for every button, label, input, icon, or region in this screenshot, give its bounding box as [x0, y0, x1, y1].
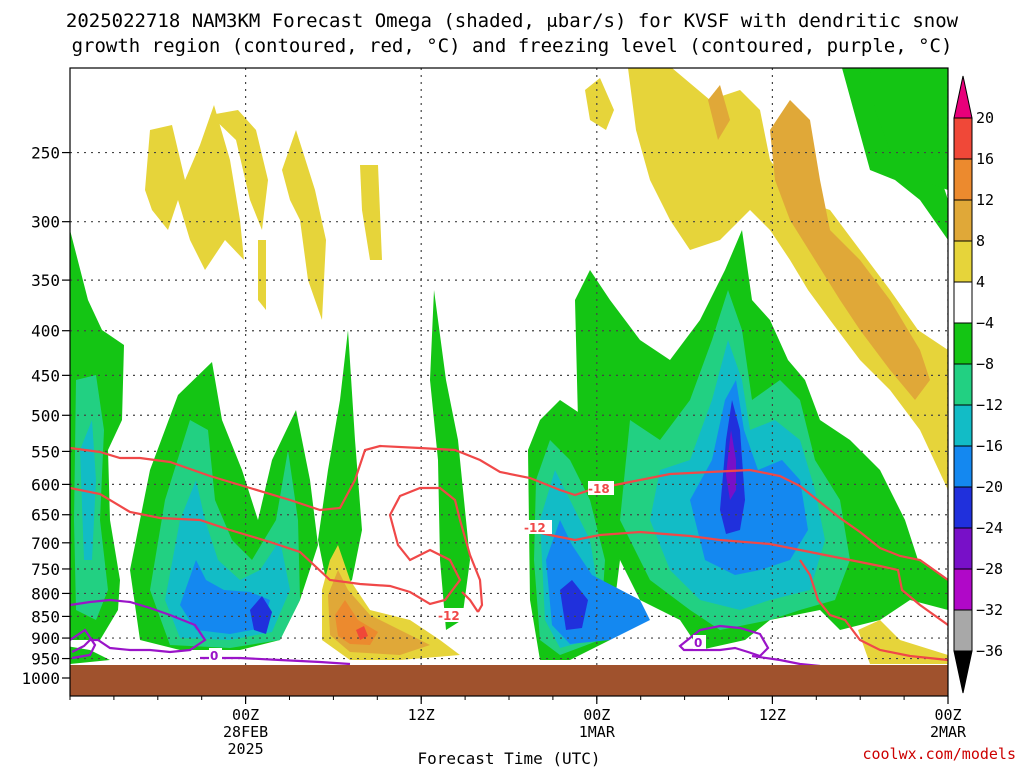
contour-label-5: 0 [694, 636, 702, 650]
y-tick-label: 750 [31, 560, 60, 579]
y-tick-label: 250 [31, 144, 60, 163]
y-tick-label: 850 [31, 607, 60, 626]
colorbar-label: −16 [976, 437, 1003, 455]
colorbar-segment [953, 445, 973, 488]
x-tick-label: 12Z [759, 706, 786, 724]
contour-label-4: 0 [210, 649, 218, 663]
colorbar-segment [953, 240, 973, 283]
colorbar-segment [953, 404, 973, 447]
y-tick-label: 550 [31, 442, 60, 461]
chart-title-line-1: 2025022718 NAM3KM Forecast Omega (shaded… [66, 10, 959, 32]
x-axis-title: Forecast Time (UTC) [417, 749, 600, 768]
x-tick-label: 12Z [408, 706, 435, 724]
colorbar-label: −28 [976, 560, 1003, 578]
y-tick-label: 450 [31, 366, 60, 385]
colorbar-label: 8 [976, 232, 985, 250]
x-tick-label: 00Z [232, 706, 259, 724]
colorbar-label: 4 [976, 273, 985, 291]
colorbar-label: −4 [976, 314, 994, 332]
colorbar-segment [953, 199, 973, 242]
freezing-contours [70, 598, 821, 668]
colorbar-top-arrow [953, 75, 973, 119]
x-tick-label: 1MAR [579, 723, 616, 741]
credit-text: coolwx.com/models [862, 745, 1016, 763]
grid [70, 68, 948, 679]
colorbar-label: 16 [976, 150, 994, 168]
x-tick-label: 28FEB [223, 723, 268, 741]
colorbar-label: 12 [976, 191, 994, 209]
colorbar-segment [953, 322, 973, 365]
contour-label-3: -12 [438, 609, 460, 623]
contour-label-2: -12 [524, 521, 546, 535]
colorbar-label: −20 [976, 478, 1003, 496]
y-axis: 250 300 350 400 450 500 550 600 650 700 750 800 850 9… [21, 144, 70, 688]
y-tick-label: 800 [31, 584, 60, 603]
x-tick-label: 2025 [228, 740, 264, 758]
y-tick-label: 400 [31, 322, 60, 341]
y-tick-label: 1000 [21, 669, 60, 688]
colorbar-bottom-arrow [953, 650, 973, 694]
y-tick-label: 500 [31, 406, 60, 425]
colorbar-label: −36 [976, 642, 1003, 660]
y-tick-label: 300 [31, 213, 60, 232]
x-tick-label: 00Z [583, 706, 610, 724]
y-tick-label: 350 [31, 271, 60, 290]
colorbar: 20 16 12 8 4 −4 −8 −12 −16 −20 −24 −28 −32 −36 [953, 75, 1003, 694]
y-tick-label: 650 [31, 506, 60, 525]
contour-labels: -18 -12 -12 0 0 [209, 481, 706, 663]
y-tick-label: 600 [31, 475, 60, 494]
shade-purple-core [726, 430, 736, 500]
colorbar-label: 20 [976, 109, 994, 127]
ground-shading [70, 665, 948, 696]
y-tick-label: 900 [31, 629, 60, 648]
plot-area [70, 68, 948, 696]
colorbar-label: −24 [976, 519, 1003, 537]
colorbar-segment [953, 281, 973, 324]
colorbar-segment [953, 527, 973, 570]
shade-red [356, 626, 368, 640]
colorbar-segment [953, 609, 973, 652]
y-tick-label: 700 [31, 534, 60, 553]
colorbar-label: −8 [976, 355, 994, 373]
colorbar-segment [953, 568, 973, 611]
colorbar-segment [953, 117, 973, 160]
chart-title-line-2: growth region (contoured, red, °C) and f… [72, 35, 953, 57]
colorbar-segment [953, 486, 973, 529]
colorbar-segment [953, 158, 973, 201]
shade-orange [335, 600, 378, 645]
x-tick-label: 2MAR [930, 723, 967, 741]
contour-label-1: -18 [588, 482, 610, 496]
colorbar-label: −12 [976, 396, 1003, 414]
y-tick-label: 950 [31, 650, 60, 669]
dendritic-contours [70, 444, 948, 662]
x-tick-label: 00Z [934, 706, 961, 724]
colorbar-label: −32 [976, 601, 1003, 619]
colorbar-segment [953, 363, 973, 406]
